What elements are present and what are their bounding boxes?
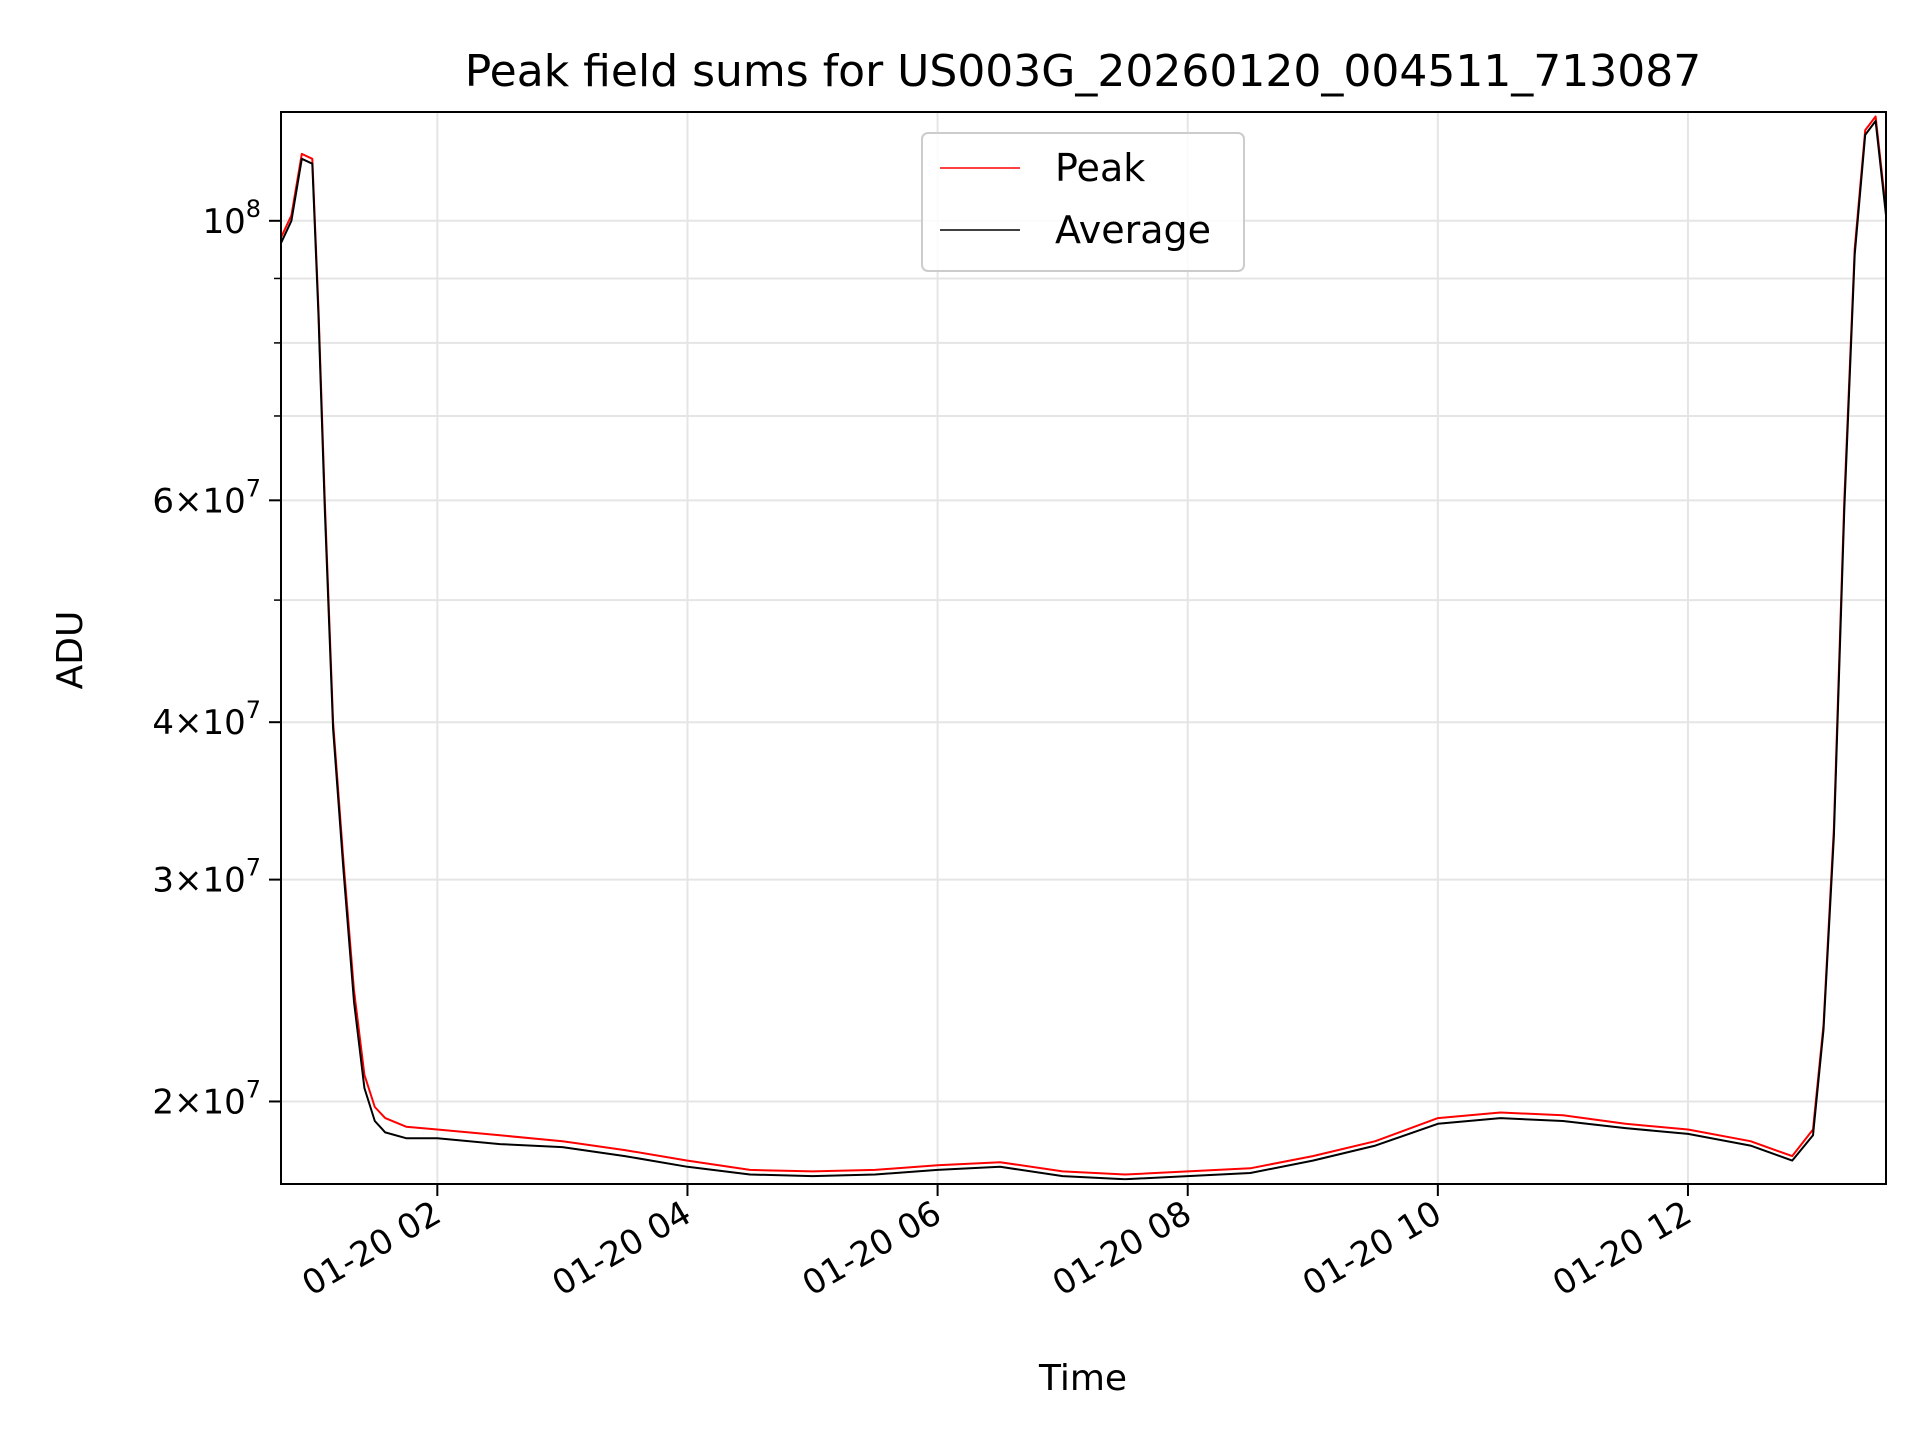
x-axis-label: Time (1038, 1358, 1127, 1399)
legend: Peak Average (921, 132, 1245, 272)
series-line-average (281, 121, 1886, 1179)
series-layer (281, 117, 1886, 1180)
y-tick-label: 108 (202, 195, 261, 242)
y-tick-label: 3×107 (152, 854, 261, 901)
y-tick-label: 4×107 (152, 696, 261, 743)
legend-label-peak: Peak (1055, 146, 1145, 190)
y-tick-label: 2×107 (152, 1075, 261, 1122)
chart-title: Peak field sums for US003G_20260120_0045… (465, 46, 1702, 97)
y-tick-label: 6×107 (152, 474, 261, 521)
axes-frame (280, 111, 1887, 1185)
y-axis-label: ADU (50, 611, 91, 690)
legend-label-average: Average (1055, 208, 1211, 252)
